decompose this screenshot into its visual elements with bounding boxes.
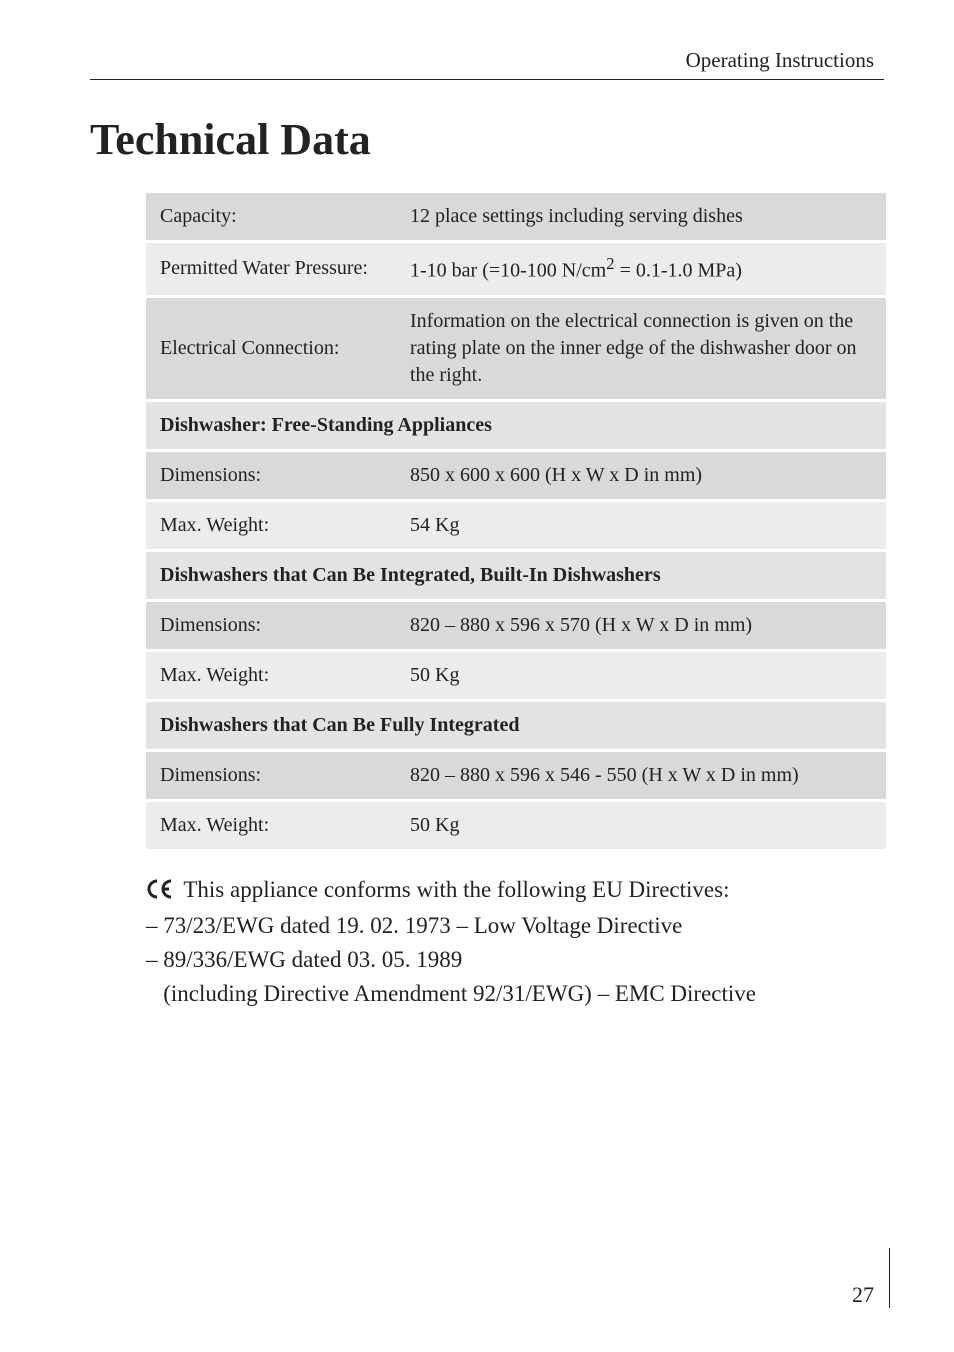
directives-block: This appliance conforms with the followi… — [146, 874, 884, 1011]
spec-value: 820 – 880 x 596 x 546 - 550 (H x W x D i… — [396, 750, 886, 800]
spec-value: 820 – 880 x 596 x 570 (H x W x D in mm) — [396, 600, 886, 650]
table-row: Dishwashers that Can Be Integrated, Buil… — [146, 550, 886, 600]
spec-label: Electrical Connection: — [146, 296, 396, 400]
directive-item: – 89/336/EWG dated 03. 05. 1989 — [146, 944, 884, 976]
footer-side-rule — [889, 1248, 891, 1308]
directive-item: – 73/23/EWG dated 19. 02. 1973 – Low Vol… — [146, 910, 884, 942]
spec-value: 1-10 bar (=10-100 N/cm2 = 0.1-1.0 MPa) — [396, 242, 886, 297]
table-row: Max. Weight:50 Kg — [146, 800, 886, 850]
spec-label: Max. Weight: — [146, 650, 396, 700]
running-header: Operating Instructions — [90, 48, 884, 73]
table-row: Max. Weight:50 Kg — [146, 650, 886, 700]
page-title: Technical Data — [90, 114, 884, 165]
spec-value: Information on the electrical connection… — [396, 296, 886, 400]
directives-intro: This appliance conforms with the followi… — [183, 877, 729, 902]
table-row: Max. Weight:54 Kg — [146, 500, 886, 550]
page-number: 27 — [852, 1282, 874, 1308]
spec-label: Max. Weight: — [146, 800, 396, 850]
table-row: Capacity:12 place settings including ser… — [146, 193, 886, 242]
header-rule — [90, 79, 884, 80]
table-row: Dishwashers that Can Be Fully Integrated — [146, 700, 886, 750]
spec-label: Max. Weight: — [146, 500, 396, 550]
table-row: Electrical Connection:Information on the… — [146, 296, 886, 400]
directive-item: (including Directive Amendment 92/31/EWG… — [146, 978, 884, 1010]
table-row: Dishwasher: Free-Standing Appliances — [146, 400, 886, 450]
spec-label: Capacity: — [146, 193, 396, 242]
table-row: Dimensions:820 – 880 x 596 x 546 - 550 (… — [146, 750, 886, 800]
spec-value: 12 place settings including serving dish… — [396, 193, 886, 242]
spec-label: Permitted Water Pressure: — [146, 242, 396, 297]
spec-label: Dimensions: — [146, 600, 396, 650]
technical-data-table: Capacity:12 place settings including ser… — [146, 193, 886, 852]
table-row: Dimensions:820 – 880 x 596 x 570 (H x W … — [146, 600, 886, 650]
ce-mark-icon — [146, 876, 174, 908]
spec-value: 54 Kg — [396, 500, 886, 550]
section-header: Dishwashers that Can Be Fully Integrated — [146, 700, 886, 750]
spec-label: Dimensions: — [146, 450, 396, 500]
spec-value: 50 Kg — [396, 800, 886, 850]
section-header: Dishwashers that Can Be Integrated, Buil… — [146, 550, 886, 600]
spec-value: 50 Kg — [396, 650, 886, 700]
spec-label: Dimensions: — [146, 750, 396, 800]
table-row: Permitted Water Pressure:1-10 bar (=10-1… — [146, 242, 886, 297]
section-header: Dishwasher: Free-Standing Appliances — [146, 400, 886, 450]
spec-value: 850 x 600 x 600 (H x W x D in mm) — [396, 450, 886, 500]
table-row: Dimensions:850 x 600 x 600 (H x W x D in… — [146, 450, 886, 500]
